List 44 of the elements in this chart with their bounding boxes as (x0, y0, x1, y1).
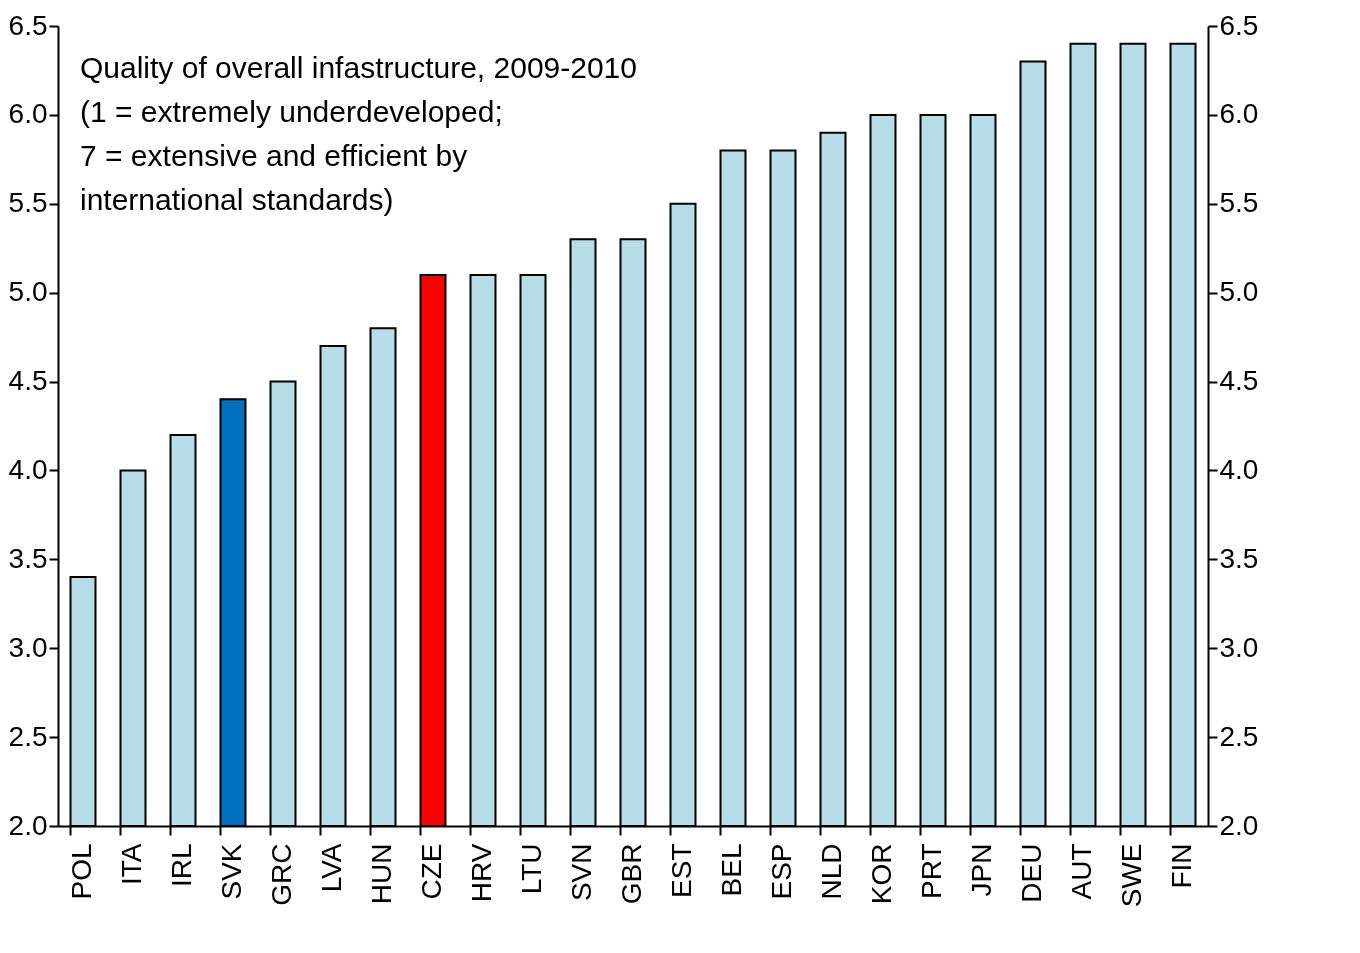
x-tick-label: KOR (866, 843, 897, 905)
x-tick-label: GBR (616, 843, 647, 905)
x-tick-label: NLD (816, 843, 847, 900)
y-tick-label: 2.5 (8, 720, 48, 752)
y2-tick-label: 4.5 (1219, 365, 1259, 397)
y-tick-label: 3.0 (8, 631, 48, 663)
y2-tick-label: 5.5 (1219, 187, 1259, 219)
x-tick-label: PRT (916, 843, 947, 899)
x-tick-label: FIN (1166, 843, 1197, 889)
y2-tick-label: 3.0 (1219, 631, 1259, 663)
x-tick-label: GRC (266, 843, 297, 906)
x-tick-label: IRL (166, 843, 197, 888)
x-tick-label: LVA (316, 843, 347, 893)
y-tick-label: 2.0 (8, 809, 48, 841)
x-tick-label: JPN (966, 843, 997, 897)
x-tick-label: SVN (566, 843, 597, 902)
x-tick-label: SVK (216, 843, 247, 900)
y-tick-label: 4.0 (8, 453, 48, 485)
annotation: Quality of overall infastructure, 2009-2010 (1 = extremely underdeveloped; 7 = extensive and efficient by international standards) (80, 51, 637, 216)
y2-tick-label: 5.0 (1219, 276, 1259, 308)
y-tick-label: 3.5 (8, 542, 48, 574)
x-tick-label: ESP (766, 843, 797, 900)
x-tick-label: CZE (416, 843, 447, 900)
x-tick-label: ITA (116, 843, 147, 885)
x-tick-label: DEU (1016, 843, 1047, 903)
y2-tick-label: 4.0 (1219, 453, 1259, 485)
x-tick-label: AUT (1066, 843, 1097, 900)
y2-tick-label: 3.5 (1219, 542, 1259, 574)
y-tick-label: 5.0 (8, 276, 48, 308)
y2-tick-label: 6.0 (1219, 98, 1259, 130)
x-tick-label: EST (666, 843, 697, 898)
y-tick-label: 5.5 (8, 187, 48, 219)
y-tick-label: 4.5 (8, 365, 48, 397)
x-tick-label: HRV (466, 843, 497, 903)
y-tick-label: 6.0 (8, 98, 48, 130)
y2-tick-label: 2.0 (1219, 809, 1259, 841)
y2-tick-label: 2.5 (1219, 720, 1259, 752)
x-tick-label: BEL (716, 843, 747, 897)
x-tick-label: LTU (516, 843, 547, 895)
x-tick-label: SWE (1116, 843, 1147, 908)
x-tick-label: HUN (366, 843, 397, 905)
y2-tick-label: 6.5 (1219, 9, 1259, 41)
x-tick-label: POL (66, 843, 97, 900)
y-tick-label: 6.5 (8, 9, 48, 41)
